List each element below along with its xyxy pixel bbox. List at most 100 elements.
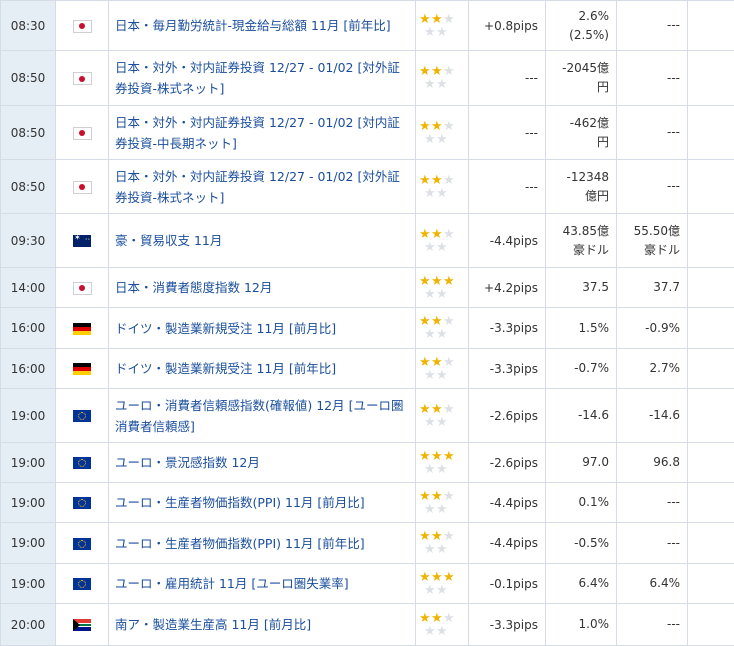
country-flag (55, 563, 109, 604)
star-icon: ★ (431, 226, 443, 242)
event-time: 16:00 (0, 307, 56, 349)
event-time: 09:30 (0, 213, 56, 268)
previous-value: --- (687, 563, 734, 604)
pips-change: -3.3pips (468, 307, 546, 349)
pips-change: -2.6pips (468, 388, 546, 443)
country-flag (55, 388, 109, 443)
event-name-link[interactable]: ユーロ・生産者物価指数(PPI) 11月 [前年比] (108, 522, 416, 564)
pips-change: -0.1pips (468, 563, 546, 604)
star-icon: ★ (443, 226, 455, 242)
previous-value: --- (687, 307, 734, 349)
star-icon: ★ (424, 239, 436, 255)
star-icon: ★ (431, 11, 443, 27)
jp-flag-icon (72, 281, 92, 295)
importance-stars: ★ ★ ★ ★ ★ (415, 388, 469, 443)
actual-value: -2045億円 (545, 50, 617, 106)
event-name-link[interactable]: 日本・対外・対内証券投資 12/27 - 01/02 [対内証券投資-中長期ネッ… (108, 105, 416, 160)
de-flag-icon (73, 363, 91, 375)
star-icon: ★ (419, 273, 431, 289)
importance-stars: ★ ★ ★ ★ ★ (415, 603, 469, 646)
star-icon: ★ (419, 529, 431, 544)
forecast-value: --- (616, 50, 688, 106)
importance-stars: ★ ★ ★ ★ ★ (415, 50, 469, 106)
star-icon: ★ (443, 569, 455, 585)
star-icon: ★ (431, 529, 443, 544)
actual-value: 1.5% (545, 307, 617, 349)
star-icon: ★ (431, 118, 443, 134)
eu-flag-icon (73, 497, 91, 509)
eu-flag-icon (73, 410, 91, 422)
previous-value: --- (687, 348, 734, 389)
importance-stars: ★ ★ ★ ★ ★ (415, 307, 469, 349)
event-row: 14:00 日本・消費者態度指数 12月 ★ ★ ★ ★ ★ +4.2pips 37.5… (0, 267, 734, 308)
star-icon: ★ (443, 172, 455, 188)
event-name-link[interactable]: 日本・毎月勤労統計-現金給与総額 11月 [前年比] (108, 0, 416, 51)
forecast-value: --- (616, 105, 688, 160)
country-flag (55, 159, 109, 214)
pips-change: --- (468, 50, 546, 106)
pips-change: -3.3pips (468, 348, 546, 389)
star-icon: ★ (436, 367, 448, 383)
event-row: 08:30 日本・毎月勤労統計-現金給与総額 11月 [前年比] ★ ★ ★ ★ ★ +… (0, 0, 734, 51)
importance-stars: ★ ★ ★ ★ ★ (415, 482, 469, 523)
star-icon: ★ (436, 501, 448, 517)
star-icon: ★ (431, 448, 443, 464)
event-name-link[interactable]: 日本・対外・対内証券投資 12/27 - 01/02 [対外証券投資-株式ネット… (108, 159, 416, 214)
star-icon: ★ (419, 11, 431, 27)
star-icon: ★ (443, 11, 455, 27)
star-icon: ★ (436, 542, 448, 557)
eu-flag-icon (73, 578, 91, 590)
previous-value: --- (687, 388, 734, 443)
star-icon: ★ (436, 327, 448, 342)
event-row: 08:50 日本・対外・対内証券投資 12/27 - 01/02 [対外証券投資… (0, 159, 734, 214)
event-name-link[interactable]: ユーロ・景況感指数 12月 (108, 442, 416, 483)
event-name-link[interactable]: 日本・対外・対内証券投資 12/27 - 01/02 [対外証券投資-株式ネット… (108, 50, 416, 106)
event-row: 19:00 ユーロ・生産者物価指数(PPI) 11月 [前年比] ★ ★ ★ ★ ★ -… (0, 522, 734, 564)
star-icon: ★ (424, 461, 436, 477)
previous-value: --- (687, 482, 734, 523)
star-icon: ★ (431, 273, 443, 289)
star-icon: ★ (436, 131, 448, 147)
country-flag (55, 307, 109, 349)
forecast-value: --- (616, 0, 688, 51)
star-icon: ★ (424, 77, 436, 92)
star-icon: ★ (424, 582, 436, 598)
jp-flag-icon (72, 72, 92, 85)
event-row: 19:00 ユーロ・雇用統計 11月 [ユーロ圏失業率] ★ ★ ★ ★ ★ -0.1p… (0, 563, 734, 604)
star-icon: ★ (443, 529, 455, 544)
event-name-link[interactable]: ユーロ・雇用統計 11月 [ユーロ圏失業率] (108, 563, 416, 604)
event-time: 14:00 (0, 267, 56, 308)
event-name-link[interactable]: ユーロ・生産者物価指数(PPI) 11月 [前月比] (108, 482, 416, 523)
forecast-value: 2.7% (616, 348, 688, 389)
event-name-link[interactable]: ユーロ・消費者信頼感指数(確報値) 12月 [ユーロ圏消費者信頼感] (108, 388, 416, 443)
importance-stars: ★ ★ ★ ★ ★ (415, 105, 469, 160)
actual-value: 37.5 (545, 267, 617, 308)
star-icon: ★ (419, 448, 431, 464)
event-name-link[interactable]: ドイツ・製造業新規受注 11月 [前月比] (108, 307, 416, 349)
importance-stars: ★ ★ ★ ★ ★ (415, 348, 469, 389)
event-name-link[interactable]: 豪・貿易収支 11月 (108, 213, 416, 268)
star-icon: ★ (443, 401, 455, 417)
forecast-value: --- (616, 482, 688, 523)
country-flag (55, 603, 109, 646)
actual-value: -14.6 (545, 388, 617, 443)
previous-value: --- (687, 50, 734, 106)
star-icon: ★ (436, 461, 448, 477)
event-time: 08:50 (0, 50, 56, 106)
star-icon: ★ (436, 414, 448, 430)
event-name-link[interactable]: ドイツ・製造業新規受注 11月 [前年比] (108, 348, 416, 389)
event-name-link[interactable]: 日本・消費者態度指数 12月 (108, 267, 416, 308)
star-icon: ★ (419, 118, 431, 134)
actual-value: 97.0 (545, 442, 617, 483)
country-flag (55, 50, 109, 106)
star-icon: ★ (431, 610, 443, 626)
forecast-value: 55.50億 豪ドル (616, 213, 688, 268)
previous-value: --- (687, 267, 734, 308)
star-icon: ★ (431, 314, 443, 329)
forecast-value: --- (616, 603, 688, 646)
forecast-value: 96.8 (616, 442, 688, 483)
event-time: 08:50 (0, 105, 56, 160)
star-icon: ★ (419, 569, 431, 585)
importance-stars: ★ ★ ★ ★ ★ (415, 442, 469, 483)
event-name-link[interactable]: 南ア・製造業生産高 11月 [前月比] (108, 603, 416, 646)
